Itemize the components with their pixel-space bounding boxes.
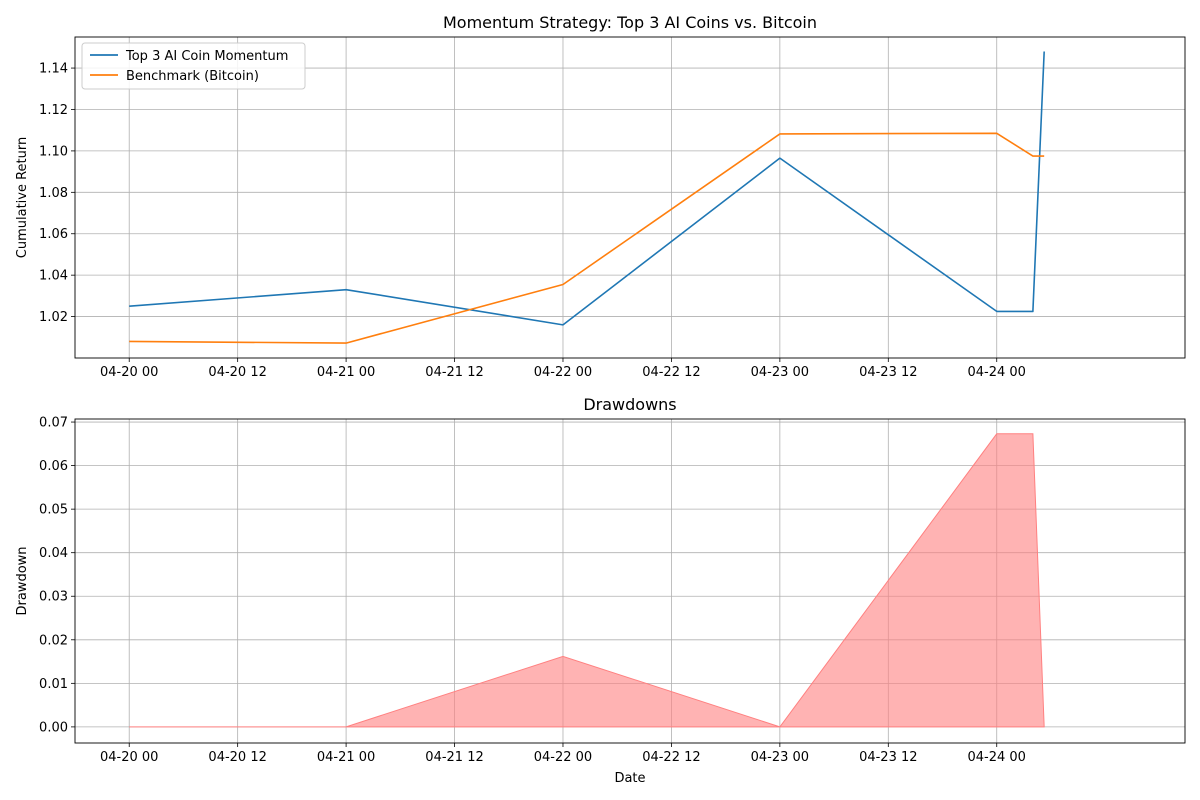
- x-tick-label: 04-20 12: [208, 750, 266, 765]
- y-tick-label: 0.04: [39, 546, 68, 561]
- x-tick-label: 04-20 00: [100, 365, 158, 380]
- y-tick-label: 0.05: [39, 503, 68, 518]
- y-tick-label: 1.08: [39, 186, 68, 201]
- legend-box: [81, 42, 306, 90]
- y-tick-label: 1.14: [39, 62, 68, 77]
- y-tick-label: 0.01: [39, 677, 68, 692]
- y-tick-label: 0.03: [39, 590, 68, 605]
- y-tick-label: 0.07: [39, 416, 68, 431]
- x-tick-label: 04-20 00: [100, 750, 158, 765]
- drawdown-area: [129, 433, 1045, 728]
- x-tick-label: 04-22 12: [642, 365, 700, 380]
- y-axis-label: Drawdown: [15, 546, 30, 615]
- x-tick-label: 04-22 00: [534, 750, 592, 765]
- chart-1: 04-20 00 04-20 12 04-21 00 04-21 12 04-22 00…: [15, 13, 1186, 380]
- x-tick-label: 04-22 12: [642, 750, 700, 765]
- series-line-1: [129, 51, 1045, 326]
- y-tick-label: 1.02: [39, 310, 68, 325]
- y-tick-label: 1.10: [39, 144, 68, 159]
- y-tick-label: 0.00: [39, 720, 68, 735]
- x-tick-label: 04-21 12: [425, 365, 483, 380]
- x-tick-label: 04-21 00: [317, 365, 375, 380]
- x-tick-label: 04-24 00: [968, 365, 1026, 380]
- legend-label: Top 3 AI Coin Momentum: [125, 49, 288, 64]
- x-tick-label: 04-23 00: [751, 365, 809, 380]
- series-line-2: [129, 132, 1045, 344]
- x-tick-label: 04-21 12: [425, 750, 483, 765]
- x-tick-label: 04-23 12: [859, 750, 917, 765]
- chart-title: Drawdowns: [583, 395, 676, 414]
- y-tick-label: 1.12: [39, 103, 68, 118]
- y-axis-label: Cumulative Return: [15, 137, 30, 258]
- plot-frame: [74, 36, 1186, 359]
- x-tick-label: 04-24 00: [968, 750, 1026, 765]
- x-tick-label: 04-23 12: [859, 365, 917, 380]
- y-tick-label: 0.02: [39, 633, 68, 648]
- y-tick-label: 1.04: [39, 269, 68, 284]
- x-axis-label: Date: [614, 771, 645, 786]
- x-tick-label: 04-23 00: [751, 750, 809, 765]
- x-tick-label: 04-22 00: [534, 365, 592, 380]
- chart-2: 04-20 00 04-20 12 04-21 00 04-21 12 04-22 00…: [15, 395, 1186, 786]
- x-tick-label: 04-21 00: [317, 750, 375, 765]
- x-tick-label: 04-20 12: [208, 365, 266, 380]
- legend: Top 3 AI Coin Momentum Benchmark (Bitcoin…: [81, 42, 306, 90]
- y-tick-label: 1.06: [39, 227, 68, 242]
- plot-frame: [74, 418, 1186, 744]
- y-tick-label: 0.06: [39, 459, 68, 474]
- legend-label: Benchmark (Bitcoin): [126, 69, 259, 84]
- chart-title: Momentum Strategy: Top 3 AI Coins vs. Bi…: [443, 13, 817, 32]
